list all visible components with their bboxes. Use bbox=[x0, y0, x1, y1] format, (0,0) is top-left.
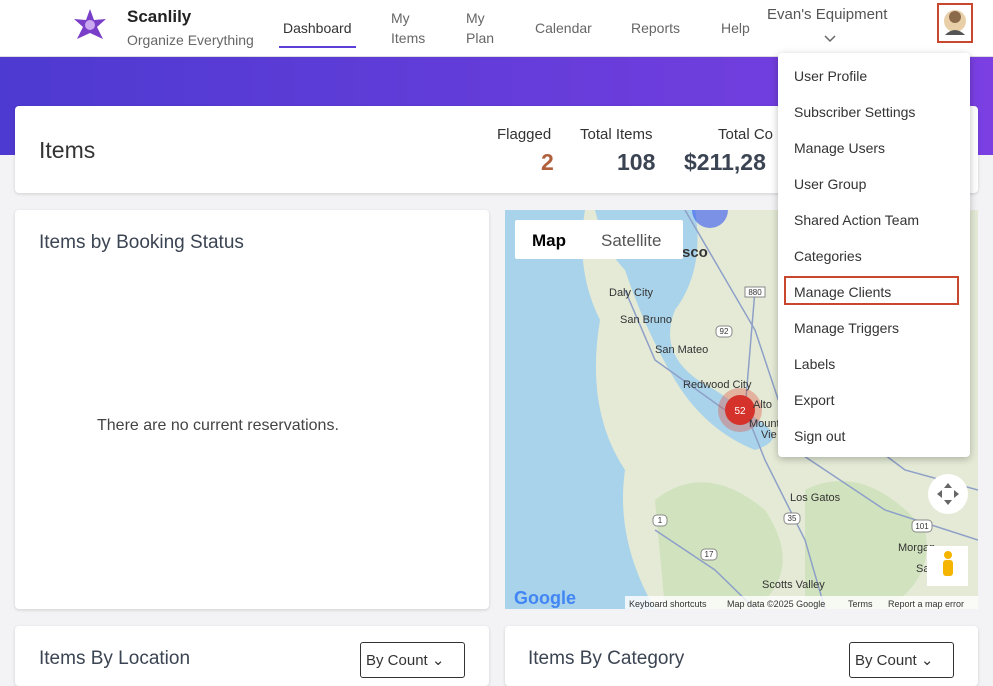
pan-control[interactable] bbox=[928, 474, 968, 514]
map-footer-text: Map data ©2025 Google bbox=[727, 599, 825, 609]
stat-label: Total Items bbox=[580, 126, 653, 143]
map-footer-link[interactable]: Terms bbox=[848, 599, 873, 609]
stat-label: Total Co bbox=[718, 126, 774, 143]
tagline: Organize Everything bbox=[127, 32, 254, 48]
chevron bbox=[824, 35, 836, 43]
menu-item[interactable]: Shared Action Team bbox=[794, 212, 920, 228]
nav-link[interactable]: My Items bbox=[391, 10, 426, 46]
map-type-control bbox=[515, 220, 683, 259]
place-label: Vie bbox=[761, 429, 777, 441]
place-label: San Bruno bbox=[620, 314, 672, 326]
header: Scanlily Organize Everything Dashboard M… bbox=[0, 0, 993, 57]
stat-value: 2 bbox=[541, 149, 554, 175]
location-card: Items By Location By Count ⌄ bbox=[15, 626, 489, 686]
stat-value: $211,28 bbox=[684, 149, 766, 175]
nav-link[interactable]: Dashboard bbox=[283, 20, 352, 36]
nav-link[interactable]: Reports bbox=[631, 20, 681, 36]
map-tab[interactable]: Satellite bbox=[601, 231, 661, 250]
summary-title: Items bbox=[39, 137, 96, 163]
menu-item[interactable]: Manage Users bbox=[794, 140, 886, 156]
booking-card: Items by Booking Status There are no cur… bbox=[15, 210, 489, 609]
menu-item[interactable]: Labels bbox=[794, 356, 836, 372]
place-label: Alto bbox=[753, 399, 772, 411]
place-label: Daly City bbox=[609, 287, 654, 299]
sort-select[interactable]: By Count ⌄ bbox=[360, 642, 465, 678]
menu-item[interactable]: Manage Clients bbox=[794, 284, 892, 300]
highlight-box bbox=[784, 276, 959, 305]
place-label: Redwood City bbox=[683, 379, 752, 391]
card-title: Items By Location bbox=[39, 648, 191, 669]
stat-value: 108 bbox=[617, 149, 656, 175]
place-label: Scotts Valley bbox=[762, 579, 825, 591]
card-title: Items by Booking Status bbox=[39, 232, 244, 253]
place-labels: sco Daly City San Bruno San Mateo Redwoo… bbox=[609, 244, 936, 591]
highway: 17 bbox=[705, 550, 714, 559]
menu-item[interactable]: Subscriber Settings bbox=[794, 104, 916, 120]
category-card: Items By Category By Count ⌄ bbox=[505, 626, 978, 686]
nav-link[interactable]: Help bbox=[721, 20, 750, 36]
nav-link[interactable]: My Plan bbox=[466, 10, 495, 46]
highway: 880 bbox=[748, 288, 762, 297]
avatar[interactable] bbox=[937, 3, 973, 43]
menu-item[interactable]: Categories bbox=[794, 248, 862, 264]
place-label: sco bbox=[682, 244, 708, 261]
google-logo: Google bbox=[514, 588, 576, 608]
highway: 101 bbox=[915, 522, 929, 531]
highway-shields: 880 92 1 35 17 101 bbox=[652, 286, 933, 561]
highway: 1 bbox=[658, 516, 663, 525]
cluster-count[interactable]: 52 bbox=[734, 406, 746, 417]
logo bbox=[74, 9, 106, 39]
menu-item[interactable]: Manage Triggers bbox=[794, 320, 900, 336]
menu-item[interactable]: User Group bbox=[794, 176, 867, 192]
menu-item[interactable]: User Profile bbox=[794, 68, 868, 84]
select-value: By Count bbox=[855, 652, 917, 669]
menu-item[interactable]: Sign out bbox=[794, 428, 846, 444]
map-footer-link[interactable]: Keyboard shortcuts bbox=[629, 599, 707, 609]
place-label: Los Gatos bbox=[790, 492, 841, 504]
card-title: Items By Category bbox=[528, 648, 685, 669]
brand: Scanlily bbox=[127, 7, 192, 26]
menu-item[interactable]: Export bbox=[794, 392, 835, 408]
map-tab[interactable]: Map bbox=[532, 231, 566, 250]
sort-select[interactable]: By Count ⌄ bbox=[849, 642, 954, 678]
place-label: Mount bbox=[749, 418, 780, 430]
empty-message: There are no current reservations. bbox=[97, 417, 339, 434]
place-label: San Mateo bbox=[655, 344, 708, 356]
select-value: By Count bbox=[366, 652, 428, 669]
map-footer-link[interactable]: Report a map error bbox=[888, 599, 964, 609]
stat-label: Flagged bbox=[497, 126, 552, 143]
highway: 92 bbox=[720, 327, 729, 336]
nav-underline bbox=[279, 46, 356, 48]
nav-link[interactable]: Calendar bbox=[535, 20, 592, 36]
account-switch[interactable]: Evan's Equipment bbox=[767, 6, 888, 23]
highway: 35 bbox=[788, 514, 797, 523]
account-menu: User Profile Subscriber Settings Manage Us… bbox=[778, 53, 970, 457]
place-label: Morgan bbox=[898, 542, 935, 554]
